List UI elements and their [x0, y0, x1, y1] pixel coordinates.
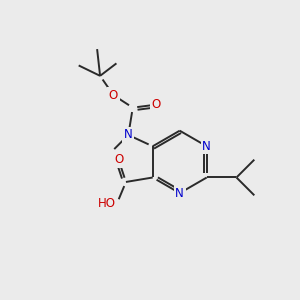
Text: O: O [151, 98, 160, 111]
Text: N: N [175, 187, 184, 200]
Text: HO: HO [98, 197, 116, 210]
Text: N: N [202, 140, 211, 153]
Text: O: O [109, 89, 118, 102]
Text: N: N [124, 128, 133, 142]
Text: O: O [114, 153, 123, 166]
